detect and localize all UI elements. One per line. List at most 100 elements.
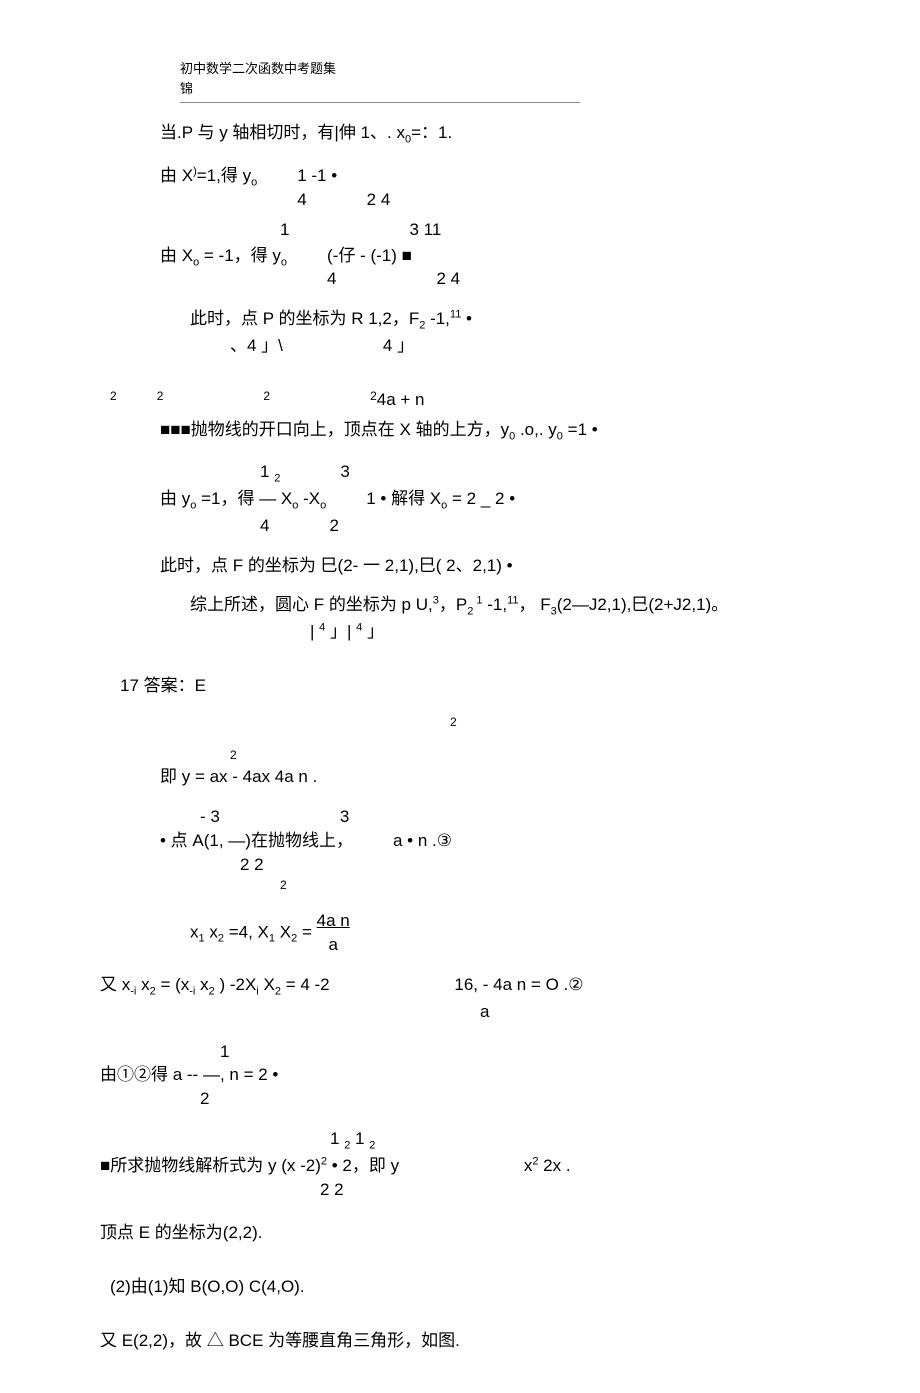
text: -X: [298, 489, 320, 508]
line-x-eq-1: 由 X)=1,得 yo 1 -1 • 42 4: [160, 164, 820, 212]
line-x-eq-neg1: 由 Xo = -1，得 yo (-仔 - (-1) ■ 42 4: [160, 244, 820, 292]
text: ， F: [519, 595, 551, 614]
text: 1: [350, 1129, 369, 1148]
text: 1: [220, 1042, 229, 1061]
text: =1 •: [563, 420, 598, 439]
text: 4a + n: [377, 388, 425, 412]
line-part2: (2)由(1)知 B(O,O) C(4,O).: [110, 1275, 820, 1299]
text: 4 」: [383, 336, 414, 355]
text: -1,: [483, 595, 508, 614]
sub: o: [320, 499, 326, 511]
text: 2: [450, 715, 457, 729]
sub: 2: [275, 985, 281, 997]
sub: i: [256, 985, 258, 997]
text: a • n .③: [393, 831, 452, 850]
text: • 2，即 y: [327, 1156, 399, 1175]
line-exponents: 2 2 2 2 4a + n: [110, 388, 820, 412]
sup: 1: [473, 595, 482, 607]
text: .o,. y: [515, 420, 557, 439]
text: 16, - 4a n = O .②: [454, 975, 583, 994]
text: (2)由(1)知 B(O,O) C(4,O).: [110, 1277, 305, 1296]
text: = -1，得 y: [199, 246, 281, 265]
text: 2: [280, 878, 287, 892]
line-parab-eq: 1 2 1 2 ■所求抛物线解析式为 y (x -2)2 • 2，即 y x2 …: [100, 1127, 820, 1201]
text: -1,: [425, 309, 450, 328]
text: |: [310, 622, 319, 641]
line-tangent: 当.P 与 y 轴相切时，有|伸 1、. x0=：1.: [160, 121, 820, 148]
sub: -i: [189, 985, 195, 997]
text: 3 11: [409, 218, 441, 242]
text: 」|: [325, 622, 356, 641]
text: ，P: [439, 595, 467, 614]
text: •: [461, 309, 472, 328]
text: 2 2: [240, 855, 264, 874]
fraction: 4a n a: [317, 909, 350, 957]
sub: 2: [291, 933, 297, 945]
text: 此时，点 P 的坐标为 R 1,2，F: [190, 309, 419, 328]
text: x: [141, 975, 150, 994]
text: 2: [200, 1089, 209, 1108]
text: 、4 」\: [230, 336, 283, 355]
sub: o: [281, 256, 287, 268]
text: 顶点 E 的坐标为(2,2).: [100, 1223, 262, 1242]
sub: 2: [150, 985, 156, 997]
text: 2: [370, 388, 377, 405]
text: 3: [340, 807, 349, 826]
text: 2: [157, 388, 164, 405]
line-point-a: - 3 3 • 点 A(1, —)在抛物线上， a • n .③ 2 2 2: [160, 805, 820, 893]
text: - 3: [200, 807, 220, 826]
cell: 1 -1 • 42 4: [297, 164, 390, 212]
sup: 11: [450, 308, 461, 320]
sub: o: [251, 177, 257, 189]
line-mid-nums: 1 3 11: [160, 218, 820, 242]
text: =：1.: [411, 123, 452, 142]
text: = 2 _ 2 •: [447, 489, 515, 508]
cell: 由 X)=1,得 yo: [160, 164, 257, 191]
sub: 2: [218, 933, 224, 945]
text: 由 X: [160, 166, 193, 185]
cell: 由 Xo = -1，得 yo: [160, 244, 287, 271]
sub: 1: [199, 933, 205, 945]
text: 2: [230, 748, 237, 762]
text: 1 -1 •: [297, 164, 390, 188]
line-f-coords: 此时，点 F 的坐标为 巳(2- 一 2,1),巳( 2、2,1) •: [160, 554, 820, 578]
text: 1: [260, 462, 274, 481]
sup: 11: [507, 595, 518, 607]
text: ■所求抛物线解析式为 y (x -2): [100, 1156, 321, 1175]
text: 17 答案：E: [120, 676, 206, 695]
text: ) -2X: [219, 975, 256, 994]
text: 1 • 解得 X: [366, 489, 441, 508]
text: 4: [297, 190, 306, 209]
text: 由 y: [160, 489, 190, 508]
text: 2: [329, 516, 338, 535]
document-page: 初中数学二次函数中考题集 锦 当.P 与 y 轴相切时，有|伸 1、. x0=：…: [0, 0, 920, 1393]
text: 4: [260, 516, 269, 535]
line-17-answer: 17 答案：E: [120, 674, 820, 698]
text: (2—J2,1),巳(2+J2,1)。: [557, 595, 728, 614]
text: 3: [340, 462, 349, 481]
line-x1x2: x1 x2 =4, X1 X2 = 4a n a: [190, 909, 820, 957]
line-solve-an: 1 由①②得 a -- —, n = 2 • 2: [100, 1040, 820, 1111]
text: 4a n: [317, 911, 350, 930]
text: 」: [362, 622, 384, 641]
line-bce: 又 E(2,2)，故 △ BCE 为等腰直角三角形，如图.: [100, 1329, 820, 1353]
text: • 点 A(1, —)在抛物线上，: [160, 831, 353, 850]
text: a: [328, 935, 337, 954]
text: X: [263, 975, 274, 994]
text: X: [280, 923, 291, 942]
text: 又 E(2,2)，故 △ BCE 为等腰直角三角形，如图.: [100, 1331, 460, 1350]
text: 即 y = ax - 4ax 4a n .: [160, 767, 317, 786]
text: 1: [280, 218, 289, 242]
line-parabola-open: ■■■抛物线的开口向上，顶点在 X 轴的上方，y0 .o,. y0 =1 •: [160, 418, 820, 445]
text: =: [302, 923, 312, 942]
text: 此时，点 F 的坐标为 巳(2- 一 2,1),巳( 2、2,1) •: [160, 556, 513, 575]
text: a: [480, 1002, 489, 1021]
line-vertex-e: 顶点 E 的坐标为(2,2).: [100, 1221, 820, 1245]
line-exp2a: 2: [450, 714, 820, 731]
line-exp2b: 2: [230, 747, 820, 764]
line-y-eq: 即 y = ax - 4ax 4a n .: [160, 765, 820, 789]
text: 2 2: [320, 1180, 344, 1199]
text: (-仔 - (-1) ■: [327, 244, 460, 268]
text: 1: [330, 1129, 344, 1148]
text: 4: [327, 269, 336, 288]
